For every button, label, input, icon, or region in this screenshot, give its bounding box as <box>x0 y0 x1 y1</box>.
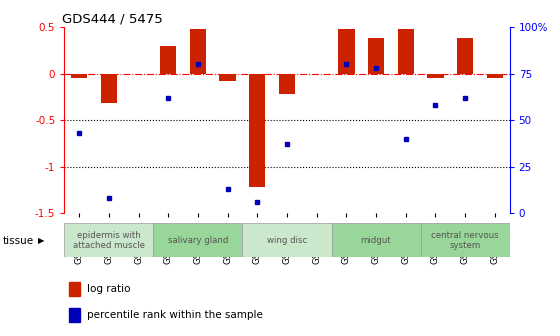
Text: salivary gland: salivary gland <box>168 236 228 245</box>
Bar <box>398 29 414 74</box>
Bar <box>368 38 384 74</box>
Text: epidermis with
attached muscle: epidermis with attached muscle <box>73 230 145 250</box>
Bar <box>242 223 332 257</box>
Bar <box>332 223 421 257</box>
Bar <box>457 38 473 74</box>
Bar <box>249 74 265 187</box>
Bar <box>64 223 153 257</box>
Bar <box>153 223 242 257</box>
Text: percentile rank within the sample: percentile rank within the sample <box>87 310 263 320</box>
Bar <box>69 308 80 322</box>
Bar <box>101 74 117 103</box>
Bar <box>338 29 354 74</box>
Bar <box>421 223 510 257</box>
Bar <box>160 46 176 74</box>
Text: midgut: midgut <box>361 236 391 245</box>
Bar <box>427 74 444 78</box>
Text: GDS444 / 5475: GDS444 / 5475 <box>62 13 163 26</box>
Text: ▶: ▶ <box>38 237 45 245</box>
Text: tissue: tissue <box>3 236 34 246</box>
Text: log ratio: log ratio <box>87 284 130 294</box>
Text: central nervous
system: central nervous system <box>431 230 499 250</box>
Bar <box>279 74 295 94</box>
Text: wing disc: wing disc <box>267 236 307 245</box>
Bar <box>190 29 206 74</box>
Bar <box>220 74 236 81</box>
Bar <box>69 282 80 296</box>
Bar <box>487 74 503 78</box>
Bar <box>71 74 87 78</box>
